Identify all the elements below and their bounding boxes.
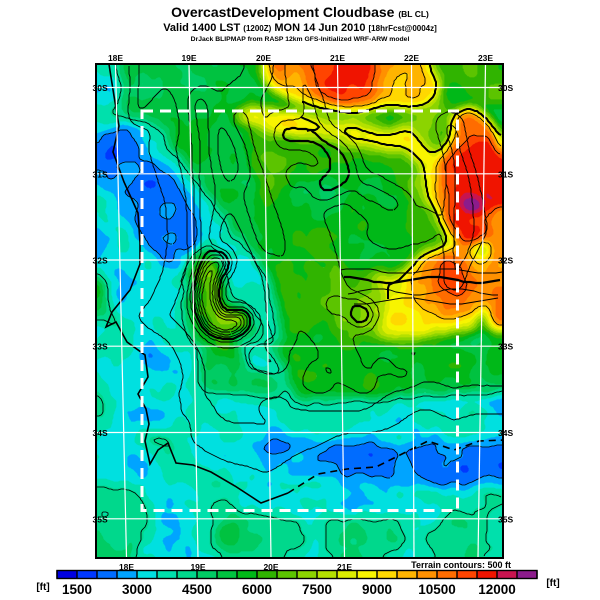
- svg-text:20E: 20E: [256, 53, 271, 63]
- svg-text:1500: 1500: [62, 582, 92, 597]
- svg-text:Valid 1400 LST (1200Z) MON 14: Valid 1400 LST (1200Z) MON 14 Jun 2010 […: [163, 22, 437, 34]
- svg-text:21E: 21E: [337, 562, 352, 572]
- svg-text:33S: 33S: [93, 342, 108, 352]
- svg-text:18E: 18E: [108, 53, 123, 63]
- svg-text:9000: 9000: [362, 582, 392, 597]
- svg-text:Terrain contours: 500 ft: Terrain contours: 500 ft: [411, 560, 511, 570]
- svg-text:22E: 22E: [404, 53, 419, 63]
- svg-text:6000: 6000: [242, 582, 272, 597]
- svg-text:18E: 18E: [119, 562, 134, 572]
- svg-text:DrJack BLIPMAP from RASP 12km: DrJack BLIPMAP from RASP 12km GFS-Initia…: [191, 36, 410, 43]
- svg-text:7500: 7500: [302, 582, 332, 597]
- svg-text:21E: 21E: [330, 53, 345, 63]
- svg-text:31S: 31S: [93, 169, 108, 179]
- svg-text:34S: 34S: [93, 428, 108, 438]
- svg-text:34S: 34S: [498, 428, 513, 438]
- svg-text:33S: 33S: [498, 342, 513, 352]
- svg-text:23E: 23E: [478, 53, 493, 63]
- svg-text:4500: 4500: [182, 582, 212, 597]
- svg-text:20E: 20E: [263, 562, 278, 572]
- svg-text:31S: 31S: [498, 169, 513, 179]
- svg-text:35S: 35S: [498, 514, 513, 524]
- svg-text:32S: 32S: [498, 256, 513, 266]
- svg-text:19E: 19E: [181, 53, 196, 63]
- svg-text:19E: 19E: [190, 562, 205, 572]
- svg-text:35S: 35S: [93, 514, 108, 524]
- svg-text:10500: 10500: [418, 582, 456, 597]
- svg-text:30S: 30S: [93, 83, 108, 93]
- svg-text:[ft]: [ft]: [36, 582, 49, 593]
- svg-text:3000: 3000: [122, 582, 152, 597]
- svg-text:30S: 30S: [498, 83, 513, 93]
- svg-text:32S: 32S: [93, 256, 108, 266]
- svg-text:OvercastDevelopment Cloudbase: OvercastDevelopment Cloudbase (BL CL): [171, 4, 429, 20]
- svg-text:[ft]: [ft]: [546, 578, 559, 589]
- svg-text:12000: 12000: [478, 582, 516, 597]
